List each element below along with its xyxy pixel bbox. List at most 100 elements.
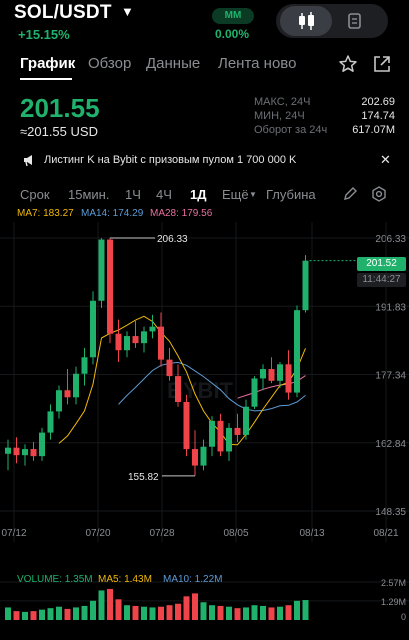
candle-body [268, 369, 275, 381]
volume-bar [200, 602, 207, 620]
last-price-tag: 201.52 [357, 257, 406, 271]
price-axis-label: 162.84 [375, 439, 406, 450]
candle-body [192, 449, 198, 466]
volume-ma10-label: MA10: 1.22M [163, 574, 223, 585]
volume-bar [13, 611, 20, 620]
candlestick-icon [299, 12, 314, 30]
volume-bar [166, 605, 173, 620]
share-icon[interactable] [372, 54, 392, 79]
tab-overview[interactable]: Обзор [88, 55, 132, 72]
low-marker-label: 155.82 [128, 472, 159, 483]
candle-body [277, 364, 283, 381]
volume-axis-label: 2.57M [381, 578, 406, 588]
volume-label: VOLUME: 1.35M [17, 574, 93, 585]
announcement-text[interactable]: Листинг K на Bybit с призовым пулом 1 70… [44, 154, 297, 166]
chart-view-button[interactable] [280, 6, 332, 36]
high-24h-value: 202.69 [361, 96, 395, 108]
candle-body [200, 446, 207, 466]
tf-more[interactable]: Ещё [222, 187, 249, 202]
volume-bar [141, 606, 147, 620]
mm-value: 0.00% [215, 27, 250, 41]
price-axis-label: 191.83 [375, 302, 406, 313]
price-change-percent: +15.15% [18, 27, 70, 42]
tf-depth[interactable]: Глубина [266, 187, 316, 202]
volume-bar [251, 605, 258, 620]
volume-axis-label: 0 [401, 612, 406, 622]
pair-title[interactable]: SOL/USDT [14, 2, 112, 23]
draw-pencil-icon[interactable] [342, 186, 358, 207]
volume-bar [294, 600, 300, 620]
volume-bar [175, 603, 181, 620]
volume-bar [209, 605, 215, 620]
ma7-line [58, 315, 306, 446]
candle-body [5, 447, 11, 454]
tf-1d[interactable]: 1Д [190, 187, 207, 202]
low-24h-label: МИН, 24Ч [254, 110, 305, 122]
more-caret-icon: ▼ [249, 190, 257, 199]
volume-bar [158, 606, 164, 620]
candle-body [124, 336, 130, 351]
candle-body [47, 411, 54, 433]
tf-1h[interactable]: 1Ч [125, 187, 141, 202]
volume-ma5-label: MA5: 1.43M [98, 574, 152, 585]
volume-bar [243, 607, 249, 620]
low-24h-value: 174.74 [361, 110, 395, 122]
candle-body [30, 449, 37, 457]
volume-bar [192, 593, 198, 620]
last-price-usd: ≈201.55 USD [20, 124, 98, 139]
candle-body [226, 427, 232, 452]
date-axis-label: 07/12 [1, 528, 26, 539]
volume-bar [277, 606, 283, 620]
tf-4h[interactable]: 4Ч [156, 187, 172, 202]
volume-bar [260, 605, 266, 620]
ma7-label: MA7: 183.27 [17, 208, 74, 219]
date-axis-label: 08/13 [299, 528, 324, 539]
candle-body [73, 373, 79, 398]
mm-badge: MM [212, 8, 254, 24]
price-chart[interactable]: 206.33 191.83 177.34 162.84 148.35 07/12 07/20… [0, 222, 409, 622]
close-icon[interactable]: ✕ [380, 152, 391, 167]
volume-bar [217, 605, 224, 620]
favorite-star-icon[interactable] [338, 54, 358, 79]
candle-body [107, 239, 113, 334]
tf-time[interactable]: Срок [20, 187, 50, 202]
candle-body [285, 364, 292, 393]
volume-bar [149, 607, 156, 620]
candle-body [22, 449, 28, 456]
candle-body [56, 390, 62, 412]
candle-body [149, 326, 156, 332]
volume-bar [39, 609, 45, 620]
volume-bar [47, 608, 54, 620]
volume-bar [115, 599, 122, 620]
ma28-label: MA28: 179.56 [150, 208, 213, 219]
volume-bar [73, 607, 79, 620]
volume-bar [56, 606, 62, 620]
candle-body [98, 239, 105, 301]
price-axis-label: 148.35 [375, 507, 406, 518]
pair-dropdown-icon[interactable]: ▼ [121, 4, 134, 19]
volume-bar [98, 590, 105, 620]
candle-body [294, 310, 300, 393]
active-tab-indicator [20, 78, 72, 80]
candle-body [243, 406, 249, 435]
ma14-label: MA14: 174.29 [81, 208, 144, 219]
volume-bar [30, 611, 37, 620]
volume-bar [90, 600, 96, 620]
volume-bar [22, 611, 28, 620]
candle-body [260, 369, 266, 379]
volume-bar [64, 608, 71, 620]
tab-data[interactable]: Данные [146, 55, 201, 72]
candle-body [175, 376, 181, 402]
tab-chart[interactable]: График [20, 55, 76, 72]
info-view-button[interactable] [346, 12, 364, 35]
tab-news[interactable]: Лента ново [218, 55, 297, 72]
volume-bar [285, 605, 292, 620]
candle-body [39, 432, 45, 457]
volume-bar [234, 608, 241, 620]
volume-bar [107, 588, 113, 620]
chart-settings-icon[interactable] [371, 186, 387, 207]
candle-body [115, 333, 122, 351]
candle-body [13, 447, 20, 456]
volume-bar [302, 600, 309, 620]
tf-15min[interactable]: 15мин. [68, 187, 110, 202]
